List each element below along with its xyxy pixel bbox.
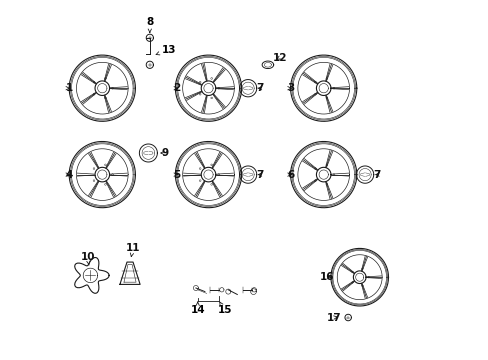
Text: 12: 12 [272,53,286,63]
Text: 14: 14 [190,302,204,315]
Text: 5: 5 [173,170,180,180]
Text: 8: 8 [146,17,153,32]
Text: 3: 3 [286,83,294,93]
Text: 9: 9 [161,148,168,158]
Text: 2: 2 [173,83,180,93]
Text: 1: 1 [65,83,73,93]
Text: 16: 16 [319,272,334,282]
Text: 11: 11 [125,243,140,257]
Text: 7: 7 [373,170,380,180]
Text: 7: 7 [256,83,263,93]
Text: 15: 15 [217,302,231,315]
Text: 4: 4 [65,170,73,180]
Text: 13: 13 [156,45,176,55]
Text: 6: 6 [286,170,294,180]
Text: 17: 17 [326,312,341,323]
Text: 10: 10 [81,252,95,265]
Text: 7: 7 [256,170,263,180]
